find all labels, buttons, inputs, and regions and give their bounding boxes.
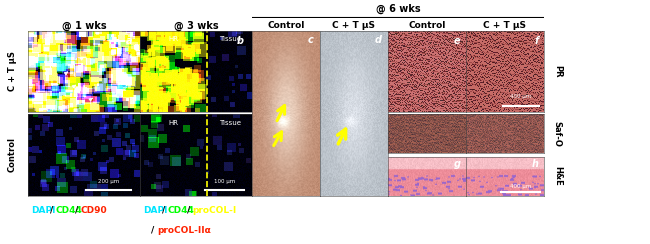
Text: 400 μm: 400 μm — [510, 94, 532, 99]
Text: Tissue: Tissue — [218, 120, 240, 126]
Text: C + T μS: C + T μS — [333, 21, 376, 30]
Text: @ 6 wks: @ 6 wks — [376, 3, 421, 13]
Text: H&E: H&E — [552, 166, 562, 186]
Text: C + T μS: C + T μS — [8, 51, 17, 92]
Text: Tissue: Tissue — [218, 36, 240, 42]
Text: @ 1 wks: @ 1 wks — [62, 20, 107, 31]
Text: HR: HR — [168, 36, 179, 42]
Text: a: a — [125, 36, 132, 46]
Text: /: / — [162, 206, 166, 215]
Text: Saf-O: Saf-O — [552, 121, 562, 147]
Text: /: / — [151, 226, 154, 235]
Text: HR: HR — [168, 120, 179, 126]
Text: g: g — [454, 159, 461, 169]
Text: 400 μm: 400 μm — [510, 184, 531, 189]
Text: proCOL-IIα: proCOL-IIα — [157, 226, 211, 235]
Text: proCOL-I: proCOL-I — [192, 206, 237, 215]
Text: c: c — [307, 35, 313, 45]
Text: Control: Control — [267, 21, 305, 30]
Text: /: / — [50, 206, 53, 215]
Text: /: / — [75, 206, 78, 215]
Text: f: f — [534, 36, 539, 46]
Text: Control: Control — [8, 138, 17, 173]
Text: h: h — [532, 159, 539, 169]
Text: PR: PR — [552, 65, 562, 78]
Text: C + T μS: C + T μS — [484, 21, 527, 30]
Text: /: / — [187, 206, 190, 215]
Text: Control: Control — [408, 21, 446, 30]
Text: d: d — [374, 35, 381, 45]
Text: CD44: CD44 — [56, 206, 83, 215]
Text: 100 μm: 100 μm — [214, 179, 235, 184]
Text: 200 μm: 200 μm — [98, 179, 119, 184]
Text: e: e — [454, 36, 461, 46]
Text: CD44: CD44 — [168, 206, 195, 215]
Text: DAPI: DAPI — [143, 206, 168, 215]
Text: DAPI: DAPI — [31, 206, 56, 215]
Text: CD90: CD90 — [81, 206, 107, 215]
Text: @ 3 wks: @ 3 wks — [174, 20, 218, 31]
Text: b: b — [237, 36, 244, 46]
